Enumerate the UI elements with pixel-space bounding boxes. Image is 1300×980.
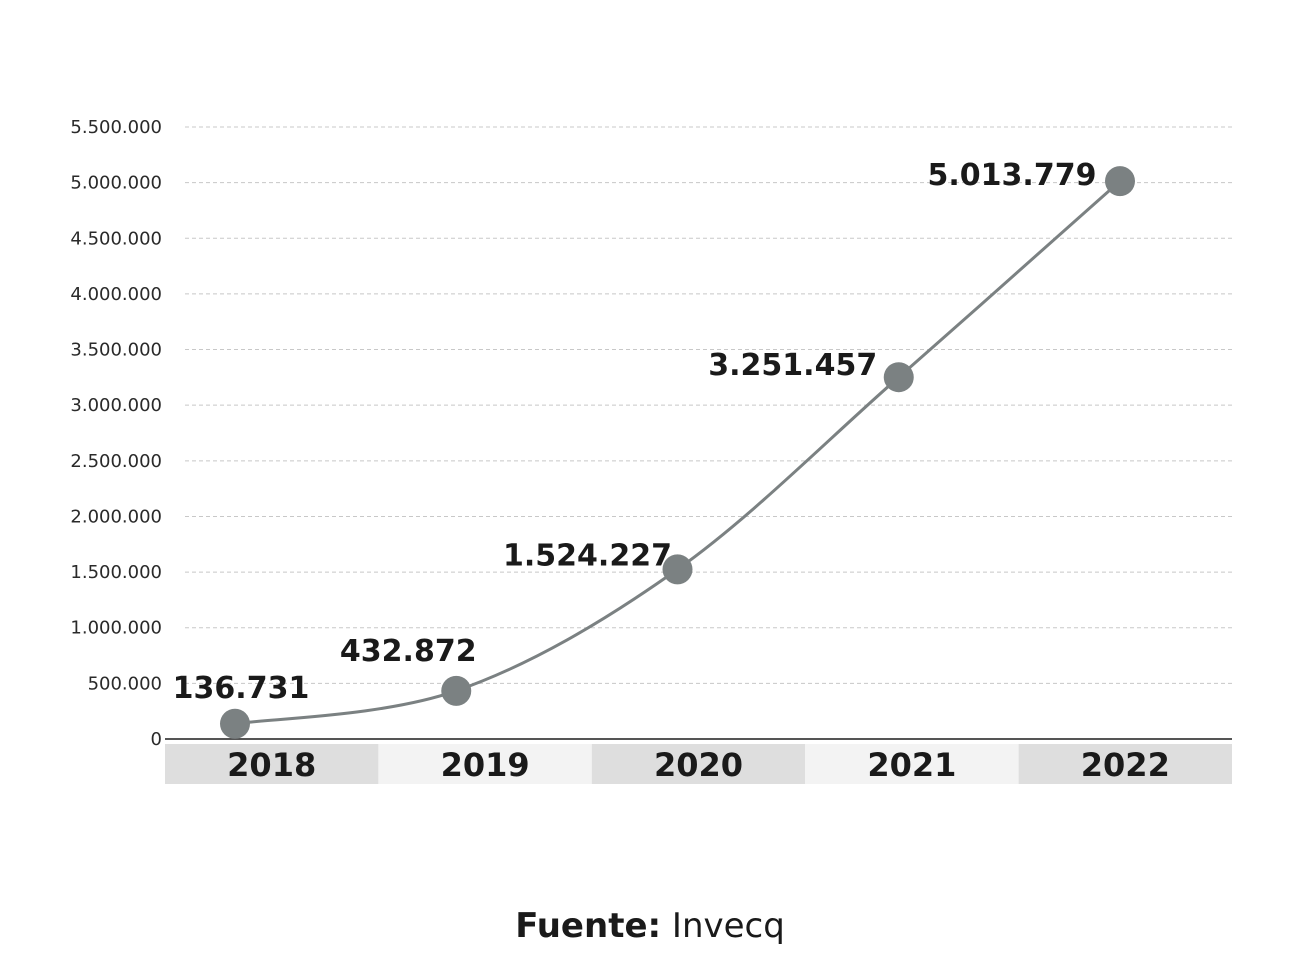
y-tick-label: 3.000.000 — [70, 395, 162, 416]
data-label: 1.524.227 — [503, 538, 672, 573]
source-label: Fuente: — [515, 906, 662, 946]
x-tick-label: 2019 — [441, 746, 530, 784]
y-tick-label: 2.500.000 — [70, 451, 162, 472]
y-tick-label: 4.500.000 — [70, 228, 162, 249]
x-category-band — [805, 744, 1019, 784]
x-tick-label: 2021 — [867, 746, 956, 784]
data-point — [441, 675, 472, 706]
series-line-path — [234, 179, 1121, 726]
x-tick-label: 2020 — [654, 746, 743, 784]
gridlines — [185, 126, 1235, 684]
y-tick-label: 5.500.000 — [70, 117, 162, 138]
data-point — [883, 362, 914, 393]
x-category-band — [378, 744, 592, 784]
data-points — [220, 166, 1135, 739]
data-labels: 136.731 432.872 1.524.227 3.251.457 5.013.77… — [173, 158, 1097, 706]
source-note: Fuente: Invecq — [0, 906, 1300, 946]
data-label: 432.872 — [340, 634, 477, 669]
line-chart: 0 500.000 1.000.000 1.500.000 2.000.000 2.500… — [70, 117, 1235, 784]
y-tick-label: 0 — [151, 729, 162, 750]
y-axis-tick-labels: 0 500.000 1.000.000 1.500.000 2.000.000 2.500… — [70, 117, 162, 750]
x-axis-tick-labels: 2018 2019 2020 2021 2022 — [227, 746, 1170, 784]
data-point — [220, 708, 250, 739]
y-tick-label: 3.500.000 — [70, 340, 162, 361]
x-tick-label: 2018 — [227, 746, 316, 784]
y-tick-label: 4.000.000 — [70, 284, 162, 305]
x-category-bands — [165, 744, 1232, 784]
y-tick-label: 500.000 — [88, 673, 162, 694]
data-label: 136.731 — [173, 671, 310, 706]
data-label: 3.251.457 — [708, 348, 877, 383]
series-line — [234, 179, 1121, 726]
y-tick-label: 2.000.000 — [70, 506, 162, 527]
y-tick-label: 1.000.000 — [70, 618, 162, 639]
data-point — [1105, 166, 1135, 197]
data-label: 5.013.779 — [928, 158, 1097, 193]
y-tick-label: 5.000.000 — [70, 173, 162, 194]
x-tick-label: 2022 — [1081, 746, 1170, 784]
y-tick-label: 1.500.000 — [70, 562, 162, 583]
data-point — [662, 554, 693, 585]
source-value: Invecq — [671, 906, 785, 946]
x-category-band — [1018, 744, 1232, 784]
x-category-band — [165, 744, 379, 784]
x-category-band — [591, 744, 806, 784]
